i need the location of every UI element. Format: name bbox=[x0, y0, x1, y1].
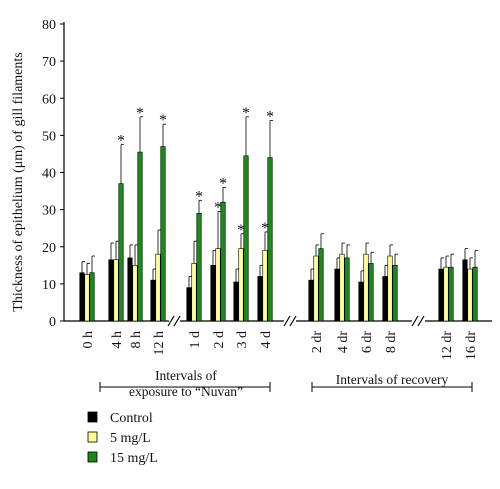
bar bbox=[448, 266, 454, 322]
bar bbox=[215, 248, 221, 322]
bar bbox=[155, 253, 161, 322]
bar bbox=[344, 257, 350, 322]
significance-star: * bbox=[219, 175, 227, 192]
legend-label: Control bbox=[110, 411, 153, 426]
significance-star: * bbox=[242, 105, 250, 122]
y-tick-label: 20 bbox=[42, 241, 56, 256]
bar bbox=[308, 279, 314, 322]
x-tick-label: 12 dr bbox=[440, 331, 455, 361]
bar bbox=[191, 263, 197, 322]
legend-swatch bbox=[87, 411, 98, 423]
significance-star: * bbox=[261, 220, 269, 237]
legend-label: 15 mg/L bbox=[110, 451, 158, 466]
significance-star: * bbox=[237, 222, 245, 239]
x-tick-label: 4 dr bbox=[336, 331, 351, 354]
y-tick-label: 40 bbox=[42, 167, 56, 182]
group-brackets: Intervals of exposure to “Nuvan” Interva… bbox=[99, 365, 473, 402]
bar bbox=[318, 248, 324, 322]
bar bbox=[313, 255, 319, 322]
legend-swatch bbox=[87, 431, 98, 443]
bar bbox=[160, 146, 166, 322]
legend-label: 5 mg/L bbox=[110, 431, 151, 446]
bar bbox=[238, 248, 244, 322]
significance-star: * bbox=[214, 199, 222, 216]
x-tick-label: 1 d bbox=[188, 331, 203, 349]
bar bbox=[127, 257, 133, 322]
x-tick-label: 8 dr bbox=[384, 331, 399, 354]
bar bbox=[79, 272, 85, 322]
bar bbox=[443, 266, 449, 322]
bar bbox=[462, 259, 468, 322]
group-label-recovery: Intervals of recovery bbox=[336, 372, 449, 387]
y-tick-label: 70 bbox=[42, 55, 56, 70]
bar bbox=[196, 213, 202, 322]
bar bbox=[392, 265, 398, 322]
x-tick-label: 4 h bbox=[110, 331, 125, 349]
bar bbox=[363, 253, 369, 322]
bars bbox=[79, 146, 478, 322]
group-label-exposure-line2: exposure to “Nuvan” bbox=[129, 384, 243, 399]
axis-break-mark bbox=[289, 315, 297, 327]
axis-break-mark bbox=[411, 315, 419, 327]
bar bbox=[387, 255, 393, 322]
bar bbox=[137, 151, 143, 322]
error-bars bbox=[81, 116, 478, 288]
y-tick-label: 50 bbox=[42, 129, 56, 144]
significance-star: * bbox=[117, 133, 125, 150]
y-tick-label: 80 bbox=[42, 18, 56, 33]
y-tick-label: 0 bbox=[49, 315, 56, 330]
bar bbox=[467, 268, 473, 322]
y-axis-title: Thickness of epithelium (μm) of gill fil… bbox=[11, 52, 26, 311]
bar bbox=[186, 287, 192, 322]
group-label-exposure-line1: Intervals of bbox=[155, 368, 217, 383]
bar bbox=[257, 276, 263, 322]
y-axis: 0 10 20 30 40 50 60 70 80 bbox=[42, 18, 65, 330]
bar bbox=[118, 183, 124, 322]
bar bbox=[113, 259, 119, 322]
axis-break-mark bbox=[167, 315, 175, 327]
x-tick-label: 2 dr bbox=[310, 331, 325, 354]
axis-break-mark bbox=[417, 315, 425, 327]
axis-break-mark bbox=[283, 315, 291, 327]
bar bbox=[150, 279, 156, 322]
x-tick-label: 8 h bbox=[129, 331, 144, 349]
bar bbox=[210, 265, 216, 322]
x-tick-label: 4 d bbox=[259, 331, 274, 349]
y-tick-label: 30 bbox=[42, 204, 56, 219]
bar bbox=[358, 281, 364, 322]
bar bbox=[472, 266, 478, 322]
x-tick-label: 12 h bbox=[152, 331, 167, 356]
bar bbox=[438, 268, 444, 322]
y-axis-title-group: Thickness of epithelium (μm) of gill fil… bbox=[11, 52, 26, 311]
bar bbox=[132, 265, 138, 322]
bar bbox=[262, 250, 268, 322]
bar bbox=[267, 157, 273, 322]
legend: Control 5 mg/L 15 mg/L bbox=[87, 411, 158, 466]
legend-swatch bbox=[87, 451, 98, 463]
x-tick-labels: 0 h 4 h 8 h 12 h 1 d 2 d 3 d 4 d 2 dr 4 dr 6 dr 8 d… bbox=[81, 331, 479, 361]
axis-break-mark bbox=[173, 315, 181, 327]
x-tick-label: 16 dr bbox=[464, 331, 479, 361]
bar bbox=[382, 276, 388, 322]
significance-star: * bbox=[266, 109, 274, 126]
significance-stars: * * * * * * * * * * bbox=[117, 105, 274, 239]
bar bbox=[368, 263, 374, 322]
x-tick-label: 2 d bbox=[212, 331, 227, 349]
bar bbox=[108, 259, 114, 322]
significance-star: * bbox=[195, 188, 203, 205]
significance-star: * bbox=[136, 105, 144, 122]
bar bbox=[220, 201, 226, 322]
y-tick-label: 60 bbox=[42, 92, 56, 107]
x-tick-label: 3 d bbox=[235, 331, 250, 349]
bar bbox=[334, 268, 340, 322]
bar bbox=[233, 281, 239, 322]
bar bbox=[89, 272, 95, 322]
bar bbox=[84, 274, 90, 322]
bar bbox=[339, 253, 345, 322]
y-tick-label: 10 bbox=[42, 278, 56, 293]
x-tick-label: 0 h bbox=[81, 331, 96, 349]
significance-star: * bbox=[159, 112, 167, 129]
x-tick-label: 6 dr bbox=[360, 331, 375, 354]
